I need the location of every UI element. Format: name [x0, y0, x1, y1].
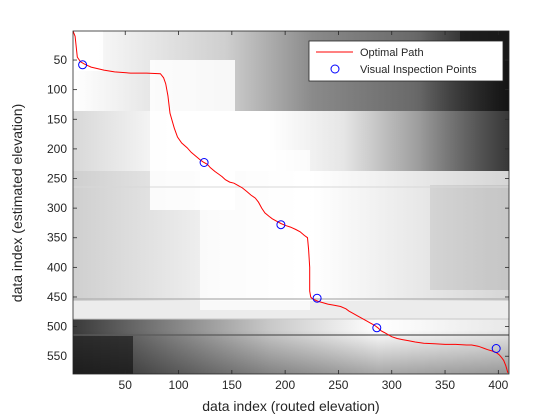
legend-box — [308, 40, 504, 82]
inspection-point-marker — [312, 293, 322, 303]
background-image — [73, 31, 509, 374]
x-tick-label: 350 — [435, 378, 455, 392]
y-tick-label: 350 — [47, 231, 67, 245]
legend-marker-swatch — [330, 64, 340, 74]
y-tick-label: 200 — [47, 142, 67, 156]
x-tick-label: 250 — [328, 378, 348, 392]
legend-label-inspection-points: Visual Inspection Points — [360, 64, 477, 76]
plot-area — [73, 31, 509, 373]
bg-dark-bottom-shade — [73, 330, 509, 374]
x-tick-label: 400 — [488, 378, 508, 392]
legend: Optimal Path Visual Inspection Points — [308, 40, 504, 82]
bg-dark-right-mid — [430, 185, 509, 290]
x-axis-label: data index (routed elevation) — [202, 398, 379, 414]
y-axis-label: data index (estimated elevation) — [9, 104, 25, 302]
x-tick-label: 200 — [275, 378, 295, 392]
x-tick-label: 150 — [222, 378, 242, 392]
legend-label-optimal-path: Optimal Path — [360, 47, 424, 59]
axes-frame — [72, 30, 510, 375]
axes: 50 100 150 200 250 300 350 400 50 100 150 200 250 300… — [47, 30, 510, 392]
y-tick-label: 400 — [47, 260, 67, 274]
x-tick-label: 100 — [169, 378, 189, 392]
x-tick-label: 300 — [382, 378, 402, 392]
series-line-optimal-path — [73, 31, 509, 373]
y-tick-label: 50 — [54, 53, 68, 67]
bg-white-diagonal-3 — [200, 150, 310, 310]
x-tick-label: 50 — [119, 378, 133, 392]
y-tick-label: 550 — [47, 349, 67, 363]
y-tick-label: 450 — [47, 290, 67, 304]
y-tick-label: 300 — [47, 201, 67, 215]
bg-white-diagonal-1 — [73, 31, 103, 71]
y-tick-label: 250 — [47, 172, 67, 186]
y-tick-label: 500 — [47, 320, 67, 334]
y-tick-label: 150 — [47, 112, 67, 126]
inspection-point-marker — [491, 344, 501, 353]
inspection-point-marker — [78, 60, 88, 70]
inspection-point-marker — [199, 158, 209, 167]
y-tick-label: 100 — [47, 83, 67, 97]
inspection-point-marker — [372, 323, 382, 333]
inspection-point-marker — [276, 220, 286, 230]
